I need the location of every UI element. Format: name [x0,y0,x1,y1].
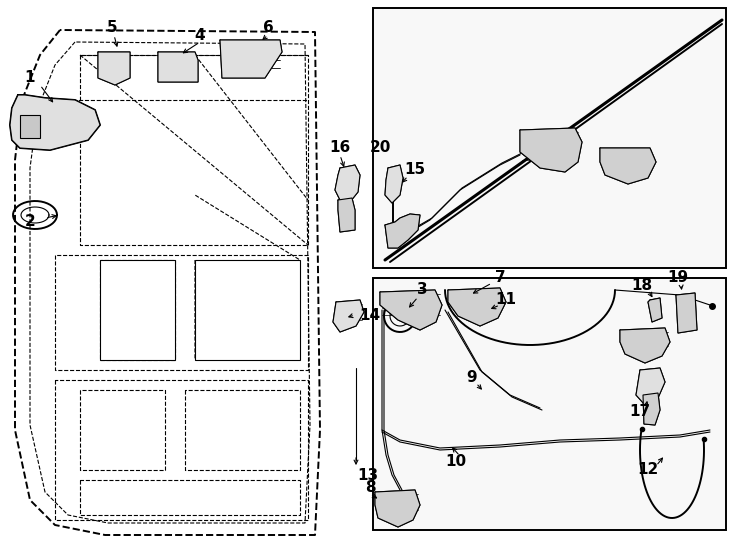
Text: 5: 5 [106,21,117,36]
Text: 12: 12 [637,462,658,477]
Text: 1: 1 [25,71,35,85]
Text: 10: 10 [446,455,467,469]
Polygon shape [380,290,442,330]
Polygon shape [220,40,282,78]
Polygon shape [20,115,40,138]
Text: 16: 16 [330,140,351,156]
Polygon shape [158,52,198,82]
Text: 2: 2 [25,214,35,230]
Polygon shape [375,490,420,527]
Polygon shape [385,165,403,203]
Polygon shape [100,260,175,360]
Text: 19: 19 [667,271,688,286]
Polygon shape [620,328,670,363]
Polygon shape [195,260,300,360]
Bar [373,8,726,268]
Text: 15: 15 [404,163,426,178]
Text: 8: 8 [365,481,375,496]
Text: 3: 3 [417,282,427,298]
Polygon shape [600,148,656,184]
Polygon shape [676,293,697,333]
Polygon shape [520,128,582,172]
Text: 13: 13 [357,468,379,483]
Polygon shape [338,198,355,232]
Text: 20: 20 [369,140,390,156]
Text: 18: 18 [631,278,653,293]
Polygon shape [333,300,364,332]
Text: 14: 14 [360,307,380,322]
Polygon shape [636,368,665,405]
Polygon shape [335,165,360,202]
Polygon shape [648,298,662,322]
Bar [373,278,726,530]
Polygon shape [448,288,506,326]
Polygon shape [643,393,660,425]
Polygon shape [385,214,420,248]
Text: 9: 9 [467,370,477,386]
Polygon shape [10,95,100,150]
Text: 7: 7 [495,271,505,286]
Polygon shape [98,52,130,85]
Text: 6: 6 [263,21,273,36]
Text: 11: 11 [495,293,517,307]
Text: 4: 4 [195,28,206,43]
Text: 17: 17 [630,404,650,420]
